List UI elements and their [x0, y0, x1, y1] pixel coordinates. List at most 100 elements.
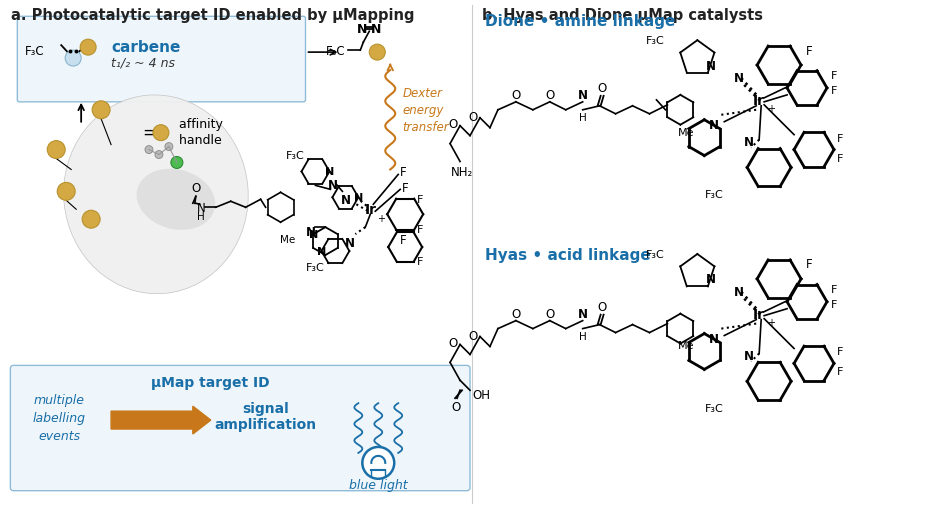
- Text: O: O: [597, 82, 606, 95]
- Text: F₃C: F₃C: [26, 44, 45, 58]
- Circle shape: [370, 45, 386, 61]
- Text: N: N: [710, 332, 719, 346]
- Text: N: N: [353, 193, 363, 203]
- Text: N: N: [357, 23, 368, 36]
- Text: N: N: [340, 193, 351, 206]
- Text: Ir: Ir: [753, 94, 765, 107]
- Circle shape: [153, 125, 169, 142]
- Text: H: H: [197, 212, 204, 222]
- Text: OH: OH: [472, 388, 490, 402]
- Text: +: +: [768, 104, 775, 114]
- Text: H: H: [579, 112, 586, 123]
- Text: Me: Me: [280, 235, 295, 245]
- Ellipse shape: [137, 169, 215, 231]
- Text: NH₂: NH₂: [451, 166, 473, 179]
- Text: F: F: [831, 86, 837, 96]
- Text: F₃C: F₃C: [326, 44, 346, 58]
- Text: F: F: [806, 44, 812, 58]
- FancyArrow shape: [111, 406, 211, 434]
- Text: F₃C: F₃C: [646, 249, 664, 260]
- Text: F₃C: F₃C: [646, 36, 664, 46]
- Text: N: N: [734, 72, 744, 86]
- Text: carbene: carbene: [111, 40, 180, 54]
- Text: N: N: [197, 202, 205, 214]
- Text: F: F: [417, 224, 424, 235]
- Text: O: O: [448, 118, 458, 131]
- Text: Me: Me: [678, 341, 694, 351]
- Text: H: H: [579, 331, 586, 341]
- Text: Me: Me: [678, 127, 694, 137]
- Text: b. Hyas and Dione μMap catalysts: b. Hyas and Dione μMap catalysts: [482, 8, 763, 23]
- Text: O: O: [597, 300, 606, 313]
- Circle shape: [57, 183, 75, 201]
- Text: N: N: [744, 349, 754, 362]
- Circle shape: [165, 144, 173, 151]
- Text: Dexter
energy
transfer: Dexter energy transfer: [402, 87, 448, 134]
- Text: Hyas • acid linkage: Hyas • acid linkage: [484, 247, 651, 263]
- Text: N: N: [578, 307, 588, 320]
- Text: F: F: [831, 284, 837, 294]
- Text: N: N: [306, 225, 315, 238]
- Text: +: +: [377, 214, 386, 224]
- Text: N: N: [309, 230, 318, 240]
- Text: F: F: [400, 165, 407, 179]
- Text: F: F: [837, 366, 844, 377]
- FancyBboxPatch shape: [17, 17, 306, 103]
- Text: F₃C: F₃C: [286, 150, 305, 160]
- Text: N: N: [578, 89, 588, 102]
- Text: F: F: [831, 299, 837, 309]
- Text: N: N: [325, 167, 334, 177]
- Text: Ir: Ir: [753, 307, 765, 321]
- Text: N: N: [328, 179, 337, 191]
- Text: O: O: [545, 89, 555, 102]
- FancyBboxPatch shape: [10, 365, 470, 491]
- Circle shape: [92, 102, 110, 120]
- Text: F: F: [806, 258, 812, 271]
- Text: a. Photocatalytic target ID enabled by μMapping: a. Photocatalytic target ID enabled by μ…: [11, 8, 415, 23]
- Text: F₃C: F₃C: [705, 190, 724, 200]
- Text: F: F: [837, 133, 844, 144]
- Text: O: O: [545, 307, 555, 320]
- Text: F: F: [402, 182, 408, 194]
- Ellipse shape: [64, 96, 248, 294]
- Text: F: F: [837, 347, 844, 357]
- Text: multiple
labelling
events: multiple labelling events: [32, 393, 86, 442]
- Text: F: F: [837, 153, 844, 163]
- Text: signal
amplification: signal amplification: [215, 401, 316, 431]
- Text: N: N: [371, 23, 382, 36]
- Text: O: O: [191, 182, 200, 195]
- Circle shape: [82, 211, 100, 229]
- Text: N: N: [706, 60, 716, 72]
- Circle shape: [48, 142, 66, 159]
- Text: affinity
  handle: affinity handle: [171, 118, 222, 147]
- Text: F₃C: F₃C: [306, 263, 325, 272]
- Circle shape: [171, 157, 182, 169]
- Circle shape: [155, 151, 162, 159]
- Text: O: O: [468, 329, 478, 343]
- Text: F: F: [417, 257, 424, 266]
- Text: μMap target ID: μMap target ID: [151, 376, 270, 389]
- Text: N: N: [346, 236, 355, 249]
- Circle shape: [66, 51, 81, 67]
- Text: N: N: [706, 273, 716, 286]
- Text: O: O: [451, 401, 461, 413]
- Text: Dione • amine linkage: Dione • amine linkage: [484, 14, 675, 29]
- Circle shape: [362, 447, 394, 479]
- Text: blue light: blue light: [349, 478, 408, 491]
- Text: +: +: [768, 317, 775, 327]
- Text: F: F: [831, 71, 837, 81]
- Text: Ir: Ir: [364, 203, 376, 217]
- Text: F₃C: F₃C: [705, 403, 724, 413]
- Text: O: O: [511, 89, 521, 102]
- Text: O: O: [468, 111, 478, 124]
- Circle shape: [145, 146, 153, 154]
- Circle shape: [80, 40, 96, 56]
- Text: F: F: [400, 233, 407, 246]
- Text: F: F: [417, 195, 424, 205]
- Text: N: N: [744, 136, 754, 149]
- Text: t₁/₂ ~ 4 ns: t₁/₂ ~ 4 ns: [111, 56, 175, 69]
- Text: N: N: [734, 286, 744, 299]
- Text: =: =: [142, 123, 156, 142]
- Text: N: N: [710, 119, 719, 132]
- Text: O: O: [511, 307, 521, 320]
